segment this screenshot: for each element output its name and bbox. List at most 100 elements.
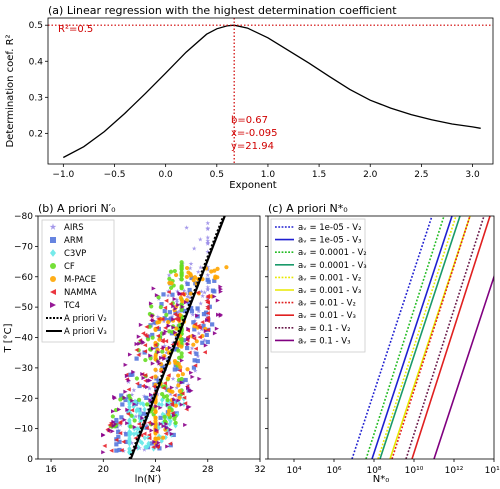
scatter-point-c3vp — [139, 417, 144, 423]
scatter-point-arm — [141, 411, 146, 416]
scatter-point-tc4 — [140, 416, 145, 421]
legend-label: aᵥ = 0.1 - V₂ — [298, 324, 351, 334]
scatter-point-cf — [165, 397, 170, 403]
scatter-point-namma — [162, 305, 168, 310]
x-tick-label: 20 — [98, 465, 110, 475]
scatter-point-airs — [190, 312, 196, 317]
panel-c-frame — [267, 215, 495, 460]
scatter-point-tc4 — [171, 413, 177, 418]
scatter-point-cf — [156, 295, 161, 300]
scatter-point-tc4 — [122, 395, 127, 400]
scatter-point-namma — [151, 445, 156, 450]
scatter-point-airs — [184, 225, 189, 230]
scatter-point-namma — [180, 391, 185, 396]
scatter-point-tc4 — [180, 304, 185, 309]
scatter-point-tc4 — [177, 291, 183, 296]
scatter-point-arm — [168, 443, 173, 448]
scatter-point-tc4 — [148, 392, 154, 397]
scatter-point-tc4 — [151, 421, 156, 427]
scatter-point-c3vp — [167, 421, 172, 427]
scatter-point-namma — [196, 323, 201, 328]
scatter-point-tc4 — [152, 439, 157, 445]
scatter-point-tc4 — [164, 421, 169, 427]
scatter-point-m-pace — [157, 337, 162, 342]
scatter-point-tc4 — [131, 369, 136, 375]
scatter-point-m-pace — [186, 270, 191, 275]
scatter-point-m-pace — [178, 365, 183, 370]
y-tick-label: −60 — [14, 273, 33, 283]
x-tick-label: 10⁶ — [326, 466, 341, 476]
scatter-point-m-pace — [166, 412, 171, 417]
scatter-point-m-pace — [180, 299, 185, 304]
scatter-point-arm — [191, 320, 196, 325]
scatter-point-namma — [179, 291, 184, 296]
scatter-point-namma — [197, 335, 202, 340]
scatter-point-c3vp — [181, 396, 186, 402]
scatter-point-tc4 — [167, 345, 172, 350]
scatter-point-namma — [114, 437, 119, 443]
scatter-point-airs — [196, 308, 202, 314]
annotation-r2: R²=0.5 — [58, 24, 93, 35]
scatter-point-airs — [185, 382, 191, 387]
scatter-point-namma — [163, 431, 168, 436]
scatter-point-c3vp — [138, 410, 143, 417]
scatter-point-cf — [179, 271, 184, 276]
scatter-point-arm — [192, 327, 197, 332]
legend-label: M-PACE — [64, 275, 96, 285]
scatter-point-namma — [183, 401, 188, 406]
scatter-point-c3vp — [181, 401, 186, 407]
scatter-point-airs — [192, 368, 198, 373]
scatter-point-tc4 — [197, 376, 202, 381]
panel-b: (b) A priori N′₀ 16 20 24 28 32 0 −10 −20 −30 −40… — [3, 202, 266, 485]
scatter-point-arm — [172, 367, 177, 372]
legend-label: C3VP — [64, 249, 86, 259]
scatter-point-airs — [169, 314, 175, 319]
scatter-point-m-pace — [153, 367, 158, 372]
scatter-point-m-pace — [155, 347, 160, 352]
scatter-point-airs — [164, 350, 169, 355]
scatter-point-c3vp — [142, 406, 147, 413]
scatter-point-arm — [114, 442, 119, 447]
legend-label: aᵥ = 0.1 - V₃ — [298, 336, 351, 346]
apriori-line — [129, 216, 226, 459]
scatter-point-m-pace — [166, 320, 171, 325]
scatter-point-c3vp — [131, 403, 136, 410]
scatter-point-cf — [128, 424, 133, 429]
scatter-point-tc4 — [101, 433, 106, 438]
apriori-n0-line — [379, 216, 461, 459]
scatter-point-tc4 — [148, 353, 153, 358]
scatter-point-m-pace — [191, 342, 196, 347]
scatter-point-arm — [117, 439, 122, 444]
legend-label: NAMMA — [64, 288, 97, 298]
scatter-point-arm — [114, 417, 119, 423]
scatter-point-airs — [205, 286, 211, 292]
scatter-point-cf — [150, 335, 155, 340]
scatter-point-cf — [132, 418, 137, 423]
scatter-point-airs — [205, 272, 211, 278]
scatter-point-namma — [162, 381, 167, 386]
scatter-point-c3vp — [141, 401, 146, 408]
scatter-point-tc4 — [161, 345, 166, 350]
scatter-point-tc4 — [163, 329, 168, 334]
scatter-point-namma — [164, 298, 169, 303]
scatter-point-tc4 — [176, 302, 181, 307]
scatter-point-namma — [193, 363, 198, 368]
scatter-point-tc4 — [138, 322, 144, 327]
scatter-point-airs — [187, 265, 193, 271]
scatter-point-namma — [134, 347, 139, 353]
scatter-point-cf — [113, 407, 119, 413]
legend-label: CF — [64, 262, 75, 272]
scatter-point-airs — [170, 376, 176, 381]
scatter-point-cf — [162, 394, 167, 399]
scatter-point-namma — [109, 448, 114, 453]
scatter-point-tc4 — [169, 385, 175, 390]
scatter-point-arm — [156, 379, 161, 384]
scatter-point-airs — [118, 422, 123, 427]
scatter-point-namma — [205, 311, 210, 316]
scatter-point-tc4 — [148, 301, 154, 306]
scatter-point-namma — [175, 318, 181, 323]
scatter-point-arm — [192, 358, 197, 363]
scatter-point-namma — [142, 431, 147, 436]
scatter-point-arm — [158, 415, 163, 420]
scatter-point-tc4 — [164, 425, 170, 430]
